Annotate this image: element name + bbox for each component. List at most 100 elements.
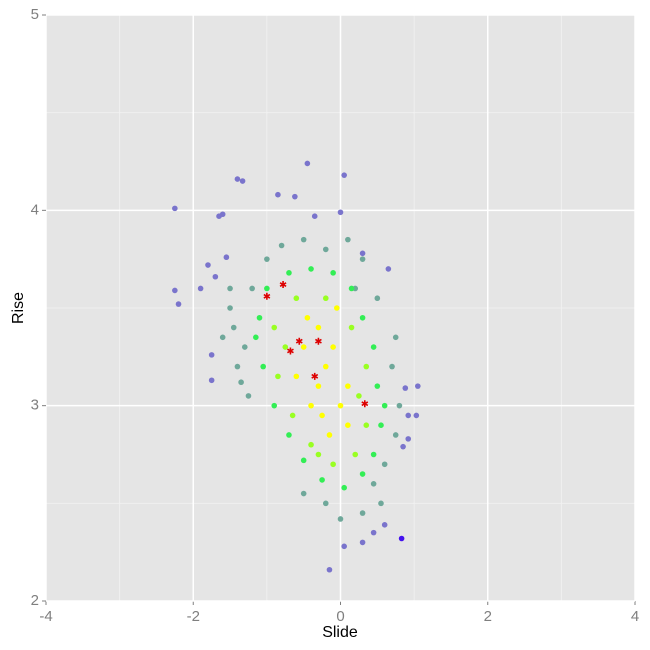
point (256, 314, 263, 321)
x-tick-label: -2 (187, 608, 200, 625)
point (308, 441, 314, 448)
point (275, 373, 281, 380)
point (249, 285, 255, 292)
point (330, 461, 336, 468)
point (271, 402, 278, 409)
point (392, 334, 399, 341)
highlight-point (311, 372, 319, 380)
point (315, 451, 322, 458)
point (381, 461, 388, 468)
point (227, 285, 233, 292)
point (341, 172, 347, 178)
point (304, 314, 311, 321)
point (230, 324, 237, 331)
x-tick-label: 0 (336, 608, 344, 625)
point (315, 383, 322, 389)
point (205, 262, 211, 268)
point (370, 529, 377, 536)
point (398, 535, 405, 542)
point (413, 412, 420, 419)
point (345, 422, 351, 429)
point (234, 363, 241, 370)
point (319, 477, 325, 483)
point (264, 256, 270, 262)
x-tick-label: 2 (484, 608, 492, 625)
point (223, 254, 230, 261)
point (275, 191, 281, 198)
point (392, 432, 399, 438)
point (292, 193, 298, 200)
point (245, 393, 252, 399)
point (345, 383, 351, 389)
point (227, 305, 233, 311)
point (260, 363, 266, 370)
point (389, 363, 395, 370)
x-tick-label: -4 (39, 608, 52, 625)
point (212, 273, 219, 280)
y-tick-label: 4 (31, 201, 39, 218)
point (396, 402, 403, 409)
point (197, 285, 204, 292)
highlight-point (361, 400, 369, 408)
point (322, 363, 329, 370)
point (374, 295, 381, 302)
point (345, 236, 351, 243)
point (330, 270, 336, 276)
point (282, 344, 289, 350)
point (300, 344, 307, 350)
point (315, 324, 322, 331)
point (241, 344, 248, 350)
point (293, 373, 300, 380)
point (286, 432, 292, 438)
point (381, 522, 388, 528)
y-tick-label: 5 (31, 6, 39, 23)
point (378, 422, 384, 429)
point (341, 484, 347, 491)
point (239, 178, 246, 184)
point (400, 443, 406, 450)
point (322, 295, 329, 302)
point (363, 363, 370, 370)
x-axis-label: Slide (322, 624, 358, 641)
point (271, 324, 278, 331)
point (415, 383, 421, 389)
point (337, 516, 344, 522)
point (359, 314, 366, 321)
point (308, 402, 314, 409)
point (300, 490, 307, 497)
point (337, 402, 344, 409)
point (370, 481, 377, 487)
point (370, 344, 377, 350)
point (208, 352, 215, 358)
point (322, 500, 329, 507)
point (359, 250, 366, 257)
point (363, 422, 370, 429)
point (359, 256, 366, 262)
point (405, 436, 412, 442)
point (286, 270, 292, 276)
point (319, 412, 325, 419)
point (326, 432, 333, 438)
point (278, 242, 285, 249)
point (374, 383, 381, 389)
point (300, 457, 307, 464)
point (359, 510, 366, 516)
point (219, 211, 226, 218)
point (264, 285, 270, 292)
point (352, 451, 359, 458)
point (300, 236, 307, 243)
y-tick-label: 2 (31, 592, 39, 609)
point (381, 402, 388, 409)
point (356, 393, 362, 399)
point (330, 344, 336, 350)
point (370, 451, 377, 458)
point (172, 205, 178, 212)
point (289, 412, 296, 419)
point (341, 543, 347, 550)
point (334, 305, 340, 311)
highlight-point (263, 292, 271, 300)
point (238, 379, 244, 386)
point (405, 412, 412, 419)
point (208, 377, 215, 384)
point (172, 287, 178, 294)
